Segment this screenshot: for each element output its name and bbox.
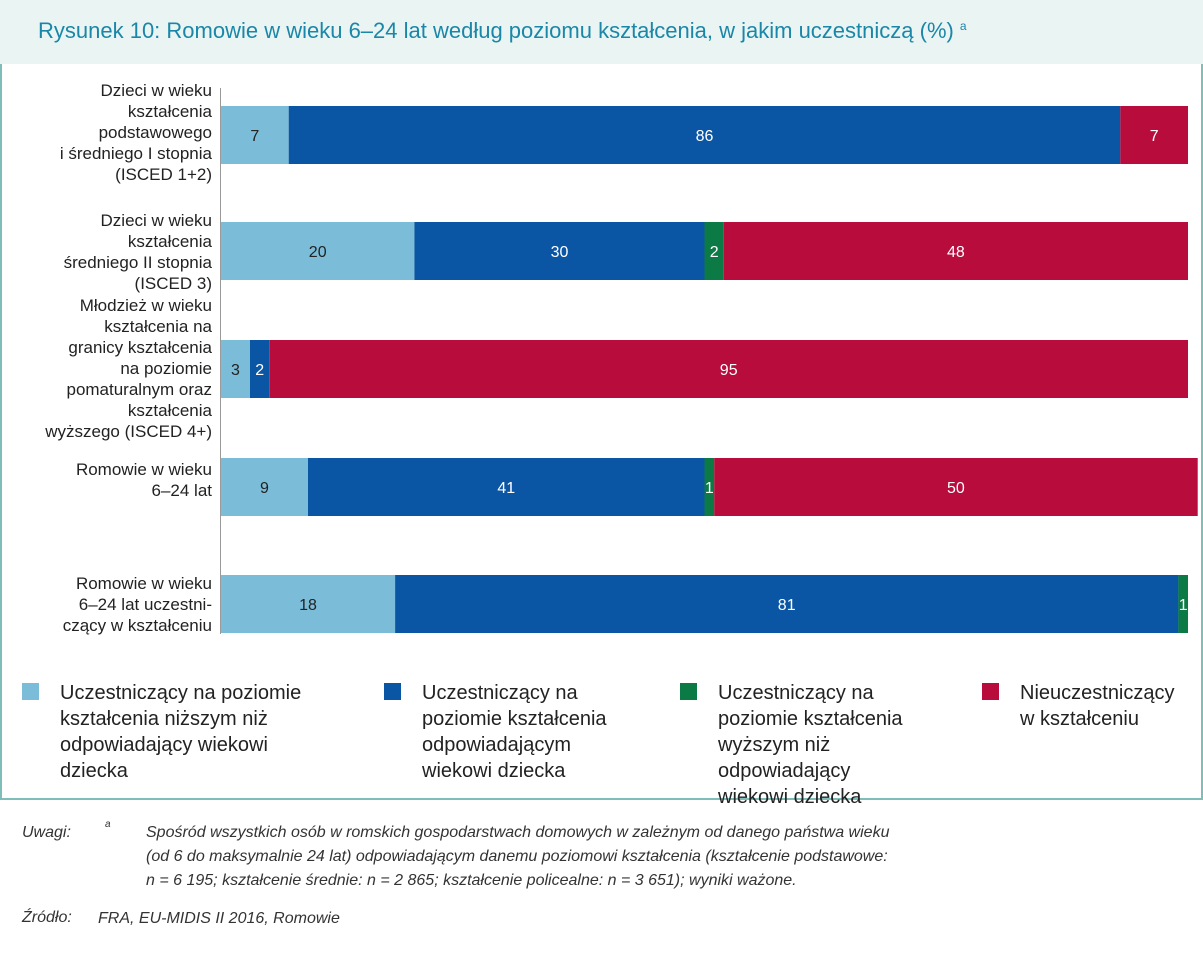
bar-value-label: 2 bbox=[710, 244, 719, 261]
bar-segment-lower bbox=[221, 340, 250, 398]
category-label-line: średniego II stopnia bbox=[63, 253, 212, 272]
legend-line: poziomie kształcenia bbox=[422, 708, 607, 730]
category-label-line: kształcenia bbox=[127, 102, 212, 121]
bar-segment-lower bbox=[221, 458, 308, 516]
bar-value-label: 7 bbox=[1150, 128, 1159, 145]
notes-label: Uwagi: bbox=[22, 824, 71, 841]
notes-mark: a bbox=[105, 819, 111, 830]
category-label-isced-4: Młodzież w wieku kształcenia na granicy … bbox=[10, 295, 212, 442]
category-label-isced-3: Dzieci w wieku kształcenia średniego II … bbox=[10, 210, 212, 294]
bar-value-label: 18 bbox=[299, 597, 317, 614]
legend-swatch-not-in-education bbox=[982, 683, 999, 700]
figure-title-note-mark: a bbox=[959, 18, 967, 33]
category-label-line: Dzieci w wieku bbox=[100, 81, 212, 100]
figure-title-text: Rysunek 10: Romowie w wieku 6–24 lat wed… bbox=[38, 18, 954, 43]
category-label-line: 6–24 lat uczestni- bbox=[78, 595, 212, 614]
legend-line: odpowiadający bbox=[718, 760, 851, 782]
figure-title-bar: Rysunek 10: Romowie w wieku 6–24 lat wed… bbox=[0, 0, 1203, 64]
bar-segment-matching bbox=[308, 458, 705, 516]
bar-segment-higher bbox=[1178, 575, 1188, 633]
bar-segment-not-in-education bbox=[714, 458, 1198, 516]
bar-value-label: 20 bbox=[309, 244, 327, 261]
notes-line: n = 6 195; kształcenie średnie: n = 2 86… bbox=[146, 872, 797, 889]
bar-segment-matching bbox=[395, 575, 1179, 633]
bar-segment-lower bbox=[221, 106, 289, 164]
bar-segment-matching bbox=[288, 106, 1121, 164]
category-label-line: (ISCED 1+2) bbox=[115, 165, 212, 184]
legend-line: dziecka bbox=[60, 760, 128, 782]
bar-value-label: 1 bbox=[705, 480, 714, 497]
legend-line: wyższym niż bbox=[718, 734, 831, 756]
category-label-roma-6-24-in-education: Romowie w wieku 6–24 lat uczestni- czący… bbox=[10, 573, 212, 636]
bar-value-label: 7 bbox=[250, 128, 259, 145]
category-label-line: granicy kształcenia bbox=[68, 338, 212, 357]
source-label: Źródło: bbox=[22, 909, 72, 926]
bar-value-label: 86 bbox=[696, 128, 714, 145]
legend-line: Nieuczestniczący bbox=[1020, 682, 1175, 704]
legend-label-not-in-education: Nieuczestniczący w kształceniu bbox=[1020, 680, 1203, 732]
category-label-line: 6–24 lat bbox=[151, 481, 213, 500]
legend-line: Uczestniczący na bbox=[422, 682, 578, 704]
bar-value-label: 41 bbox=[497, 480, 515, 497]
bar-value-label: 3 bbox=[231, 362, 240, 379]
legend-line: kształcenia niższym niż bbox=[60, 708, 268, 730]
bar-segment-matching bbox=[250, 340, 270, 398]
bar-segment-not-in-education bbox=[1120, 106, 1188, 164]
category-label-line: Młodzież w wieku bbox=[79, 296, 212, 315]
source-text: FRA, EU-MIDIS II 2016, Romowie bbox=[98, 910, 340, 927]
legend-line: w kształceniu bbox=[1020, 708, 1139, 730]
bar-segment-lower bbox=[221, 575, 396, 633]
bar-segment-not-in-education bbox=[269, 340, 1188, 398]
bar-value-label: 81 bbox=[778, 597, 796, 614]
bar-segment-higher bbox=[704, 458, 715, 516]
bar-value-label: 1 bbox=[1179, 597, 1188, 614]
bar-value-label: 2 bbox=[255, 362, 264, 379]
category-label-line: na poziomie bbox=[120, 359, 212, 378]
category-label-line: wyższego (ISCED 4+) bbox=[45, 422, 212, 441]
legend-label-matching-level: Uczestniczący na poziomie kształcenia od… bbox=[422, 680, 712, 784]
figure-title: Rysunek 10: Romowie w wieku 6–24 lat wed… bbox=[38, 18, 967, 44]
bar-value-label: 48 bbox=[947, 244, 965, 261]
category-label-line: kształcenia bbox=[127, 401, 212, 420]
legend-line: wiekowi dziecka bbox=[422, 760, 566, 782]
bar-value-label: 50 bbox=[947, 480, 965, 497]
notes-line: (od 6 do maksymalnie 24 lat) odpowiadają… bbox=[146, 848, 888, 865]
legend-line: wiekowi dziecka bbox=[718, 786, 862, 808]
category-label-line: kształcenia na bbox=[104, 317, 212, 336]
bar-segment-not-in-education bbox=[723, 222, 1188, 280]
category-label-line: i średniego I stopnia bbox=[59, 144, 212, 163]
bar-value-label: 30 bbox=[551, 244, 569, 261]
legend-line: Uczestniczący na bbox=[718, 682, 874, 704]
category-axis-line bbox=[220, 88, 221, 634]
category-label-line: Dzieci w wieku bbox=[100, 211, 212, 230]
category-label-isced-1-2: Dzieci w wieku kształcenia podstawowego … bbox=[10, 80, 212, 185]
category-label-line: czący w kształceniu bbox=[62, 616, 212, 635]
category-label-roma-6-24: Romowie w wieku 6–24 lat bbox=[10, 459, 212, 501]
figure-frame-bottom bbox=[0, 798, 1203, 800]
legend-line: Uczestniczący na poziomie bbox=[60, 682, 302, 704]
category-label-line: pomaturalnym oraz bbox=[66, 380, 212, 399]
legend-line: poziomie kształcenia bbox=[718, 708, 903, 730]
bar-segment-lower bbox=[221, 222, 415, 280]
bar-segment-matching bbox=[414, 222, 705, 280]
bar-value-label: 95 bbox=[720, 362, 738, 379]
notes-line: Spośród wszystkich osób w romskich gospo… bbox=[146, 824, 890, 841]
category-label-line: podstawowego bbox=[98, 123, 212, 142]
legend-swatch-lower-level bbox=[22, 683, 39, 700]
legend-line: odpowiadającym bbox=[422, 734, 571, 756]
legend-swatch-higher-level bbox=[680, 683, 697, 700]
legend-label-higher-level: Uczestniczący na poziomie kształcenia wy… bbox=[718, 680, 1008, 810]
category-label-line: Romowie w wieku bbox=[75, 460, 212, 479]
bar-value-label: 9 bbox=[260, 480, 269, 497]
category-label-line: (ISCED 3) bbox=[134, 274, 212, 293]
legend-swatch-matching-level bbox=[384, 683, 401, 700]
category-label-line: Romowie w wieku bbox=[75, 574, 212, 593]
category-label-line: kształcenia bbox=[127, 232, 212, 251]
legend-label-lower-level: Uczestniczący na poziomie kształcenia ni… bbox=[60, 680, 350, 784]
bar-segment-higher bbox=[704, 222, 724, 280]
legend-line: odpowiadający wiekowi bbox=[60, 734, 268, 756]
